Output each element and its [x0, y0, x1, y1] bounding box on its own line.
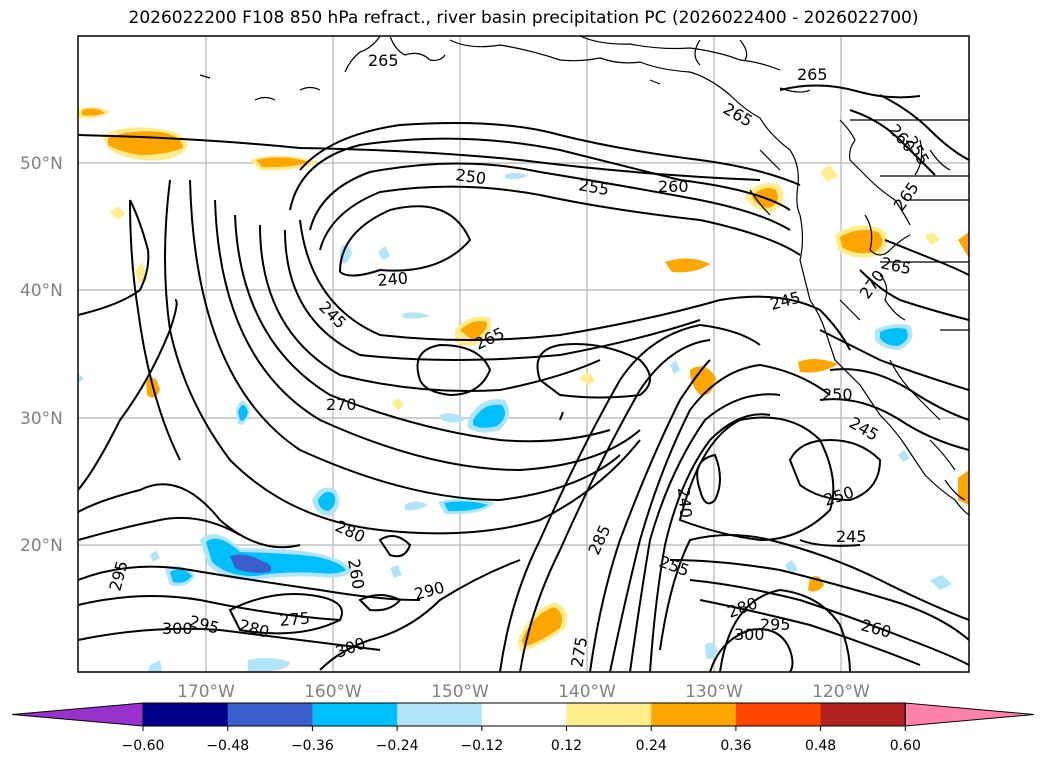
colorbar-swatch: [312, 703, 398, 726]
colorbar-swatch: [820, 703, 906, 726]
contour-label: 265: [368, 51, 399, 70]
refractivity-contours: [78, 84, 969, 672]
colorbar-swatch: [143, 703, 229, 726]
map-title: 2026022200 F108 850 hPa refract., river …: [128, 8, 919, 28]
lat-label-20n: 20°N: [20, 536, 63, 556]
colorbar-outline: [142, 702, 906, 727]
colorbar-tick-label: −0.12: [460, 738, 503, 754]
contour-label: 250: [822, 385, 853, 404]
colorbar-swatch: [566, 703, 652, 726]
contour-label: 240: [377, 268, 409, 290]
colorbar-extend-min: [11, 702, 144, 727]
lon-label-140w: 140°W: [558, 682, 616, 702]
contour-label: 250: [454, 165, 487, 188]
lon-label-160w: 160°W: [304, 682, 362, 702]
colorbar-swatch: [651, 703, 737, 726]
lon-label-150w: 150°W: [431, 682, 489, 702]
coastlines: [199, 36, 969, 516]
contour-label: 245: [836, 527, 867, 546]
colorbar-swatch: [397, 703, 483, 726]
longitude-labels: 170°W 160°W 150°W 140°W 130°W 120°W: [177, 682, 870, 702]
lat-label-40n: 40°N: [20, 281, 63, 301]
lon-label-130w: 130°W: [685, 682, 743, 702]
contour-label: 260: [658, 177, 689, 196]
lat-label-50n: 50°N: [20, 154, 63, 174]
latitude-labels: 50°N 40°N 30°N 20°N: [20, 154, 63, 556]
colorbar-tick-label: 0.48: [805, 738, 836, 754]
colorbar-tick-label: −0.60: [122, 738, 165, 754]
lat-label-30n: 30°N: [20, 409, 63, 429]
colorbar-tick-label: −0.48: [206, 738, 249, 754]
colorbar-swatch: [735, 703, 822, 726]
contour-label: 265: [797, 65, 828, 84]
colorbar-tick-label: 0.36: [720, 738, 751, 754]
contour-label: 295: [760, 615, 791, 634]
colorbar-tick-label: −0.24: [376, 738, 419, 754]
colorbar-tick-label: 0.12: [551, 738, 582, 754]
contour-label: 270: [326, 395, 357, 414]
precip-negative-shading: [78, 172, 952, 672]
contour-label: 275: [279, 608, 311, 630]
colorbar-swatch: [481, 703, 567, 726]
lon-label-170w: 170°W: [177, 682, 235, 702]
colorbar-tick-label: 0.24: [636, 738, 667, 754]
map-frame: [77, 35, 970, 673]
colorbar-tick-label: 0.60: [890, 738, 921, 754]
lon-label-120w: 120°W: [812, 682, 870, 702]
colorbar-tick-label: −0.36: [291, 738, 334, 754]
precip-positive-shading: [78, 106, 969, 652]
colorbar-extend-max: [904, 702, 1035, 727]
colorbar-swatch: [227, 703, 313, 726]
contour-label: 300: [162, 619, 193, 638]
colorbar: −0.60 −0.48 −0.36 −0.24 −0.12 0.12 0.24 0.36 0.4…: [11, 702, 1035, 754]
contour-label: 240: [674, 487, 696, 519]
contour-label: 300: [734, 625, 765, 644]
